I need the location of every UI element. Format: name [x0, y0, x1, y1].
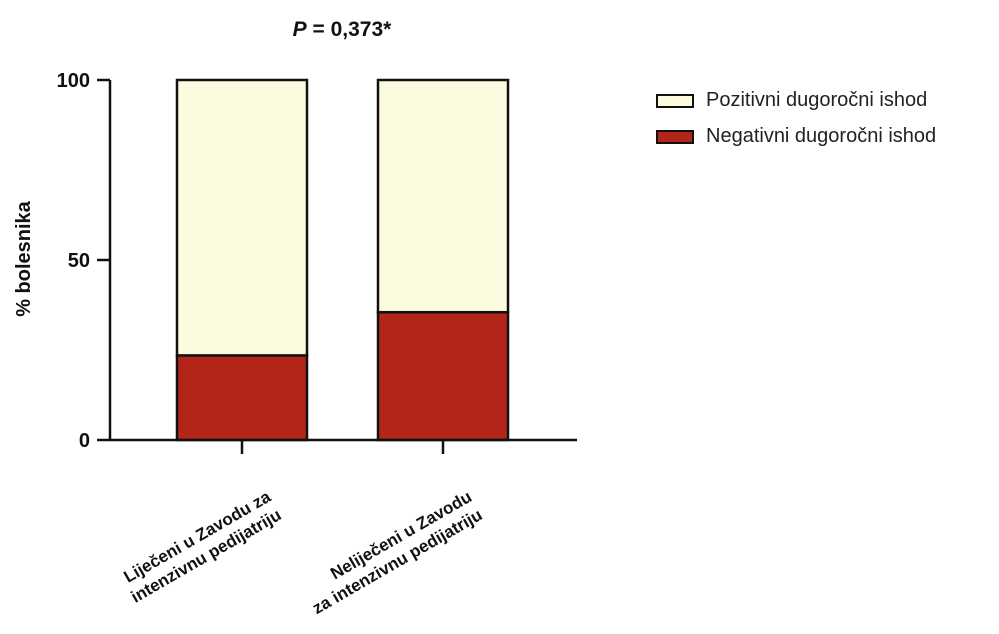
legend-swatch-positive	[656, 93, 694, 108]
bar-2-positive	[376, 78, 510, 314]
chart-title-italic: P	[293, 18, 308, 41]
legend-label-negative: Negativni dugoročni ishod	[706, 125, 937, 147]
legend-label-positive: Pozitivni dugoročni ishod	[706, 89, 928, 111]
bar-1-positive	[175, 78, 309, 357]
legend-swatch-negative	[656, 129, 694, 144]
y-axis-label: % bolesnika	[13, 200, 35, 316]
y-tick-label-50: 50	[68, 250, 90, 272]
chart-title: P = 0,373*	[293, 18, 392, 41]
x-tick-label-1: Liječeni u Zavodu zaintenzivnu pedijatri…	[117, 487, 285, 607]
chart-title-rest: = 0,373*	[307, 18, 392, 41]
y-tick-label-0: 0	[79, 430, 90, 452]
bar-1-negative	[175, 354, 309, 442]
x-tick-label-2: Neliječeni u Zavoduza intenzivnu pedijat…	[299, 487, 486, 618]
legend-item-positive: Pozitivni dugoročni ishod	[656, 88, 936, 113]
legend-item-negative: Negativni dugoročni ishod	[656, 124, 936, 149]
plot-area: 0 50 100 Liječeni u Zavodu zaintenzivnu ped…	[57, 70, 577, 618]
legend: Pozitivni dugoročni ishod Negativni dugo…	[656, 88, 936, 160]
bar-2-negative	[376, 310, 510, 442]
y-tick-label-100: 100	[57, 70, 90, 92]
